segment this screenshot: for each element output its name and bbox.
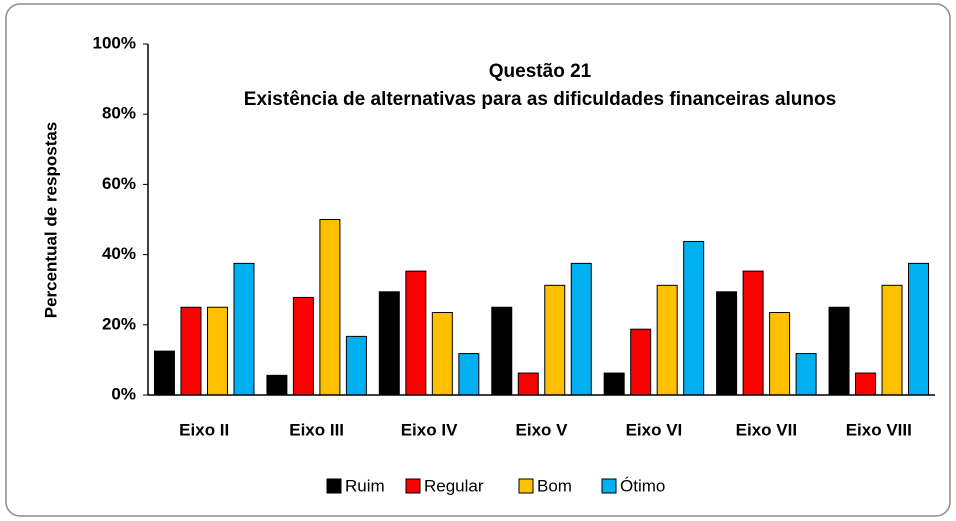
bar bbox=[517, 372, 539, 396]
x-tick-label: Eixo II bbox=[179, 420, 229, 439]
x-tick-label: Eixo VIII bbox=[846, 420, 912, 439]
bar bbox=[828, 306, 850, 396]
bar bbox=[742, 270, 764, 396]
bar bbox=[405, 270, 427, 396]
y-axis-label: Percentual de respostas bbox=[41, 122, 60, 319]
bar bbox=[206, 306, 228, 396]
legend-swatch bbox=[518, 478, 534, 494]
bar bbox=[908, 262, 930, 396]
bar bbox=[292, 296, 314, 396]
x-tick-label: Eixo VII bbox=[736, 420, 797, 439]
bar bbox=[603, 372, 625, 396]
bar bbox=[544, 284, 566, 396]
legend-label: Regular bbox=[424, 476, 484, 495]
bar bbox=[630, 328, 652, 396]
legend-swatch bbox=[326, 478, 342, 494]
x-tick-label: Eixo III bbox=[289, 420, 344, 439]
y-tick-label: 100% bbox=[93, 33, 136, 52]
legend-label: Bom bbox=[537, 476, 572, 495]
bar bbox=[153, 350, 175, 396]
chart-title: Questão 21 bbox=[488, 61, 592, 82]
chart-subtitle: Existência de alternativas para as dific… bbox=[243, 89, 837, 110]
x-tick-label: Eixo IV bbox=[401, 420, 458, 439]
legend-swatch bbox=[405, 478, 421, 494]
x-tick-label: Eixo VI bbox=[626, 420, 683, 439]
bar bbox=[233, 262, 255, 396]
bar bbox=[683, 240, 705, 396]
bar bbox=[656, 284, 678, 396]
bar bbox=[266, 374, 288, 396]
bar bbox=[431, 312, 453, 396]
bar bbox=[716, 291, 738, 396]
chart-title-block: Questão 21 Existência de alternativas pa… bbox=[230, 58, 850, 114]
legend-label: Ruim bbox=[345, 476, 385, 495]
bar bbox=[319, 219, 341, 396]
bar bbox=[180, 306, 202, 396]
bar bbox=[491, 306, 513, 396]
bar bbox=[881, 284, 903, 396]
y-tick-label: 20% bbox=[102, 314, 136, 333]
bar bbox=[345, 335, 367, 396]
bar bbox=[570, 262, 592, 396]
y-tick-label: 80% bbox=[102, 104, 136, 123]
x-tick-label: Eixo V bbox=[516, 420, 569, 439]
y-tick-label: 0% bbox=[111, 384, 136, 403]
bar bbox=[795, 353, 817, 396]
bar bbox=[458, 353, 480, 396]
bar bbox=[855, 372, 877, 396]
legend-label: Ótimo bbox=[620, 476, 665, 495]
legend-swatch bbox=[601, 478, 617, 494]
bar bbox=[769, 312, 791, 396]
y-tick-label: 40% bbox=[102, 244, 136, 263]
bar bbox=[378, 291, 400, 396]
y-tick-label: 60% bbox=[102, 174, 136, 193]
